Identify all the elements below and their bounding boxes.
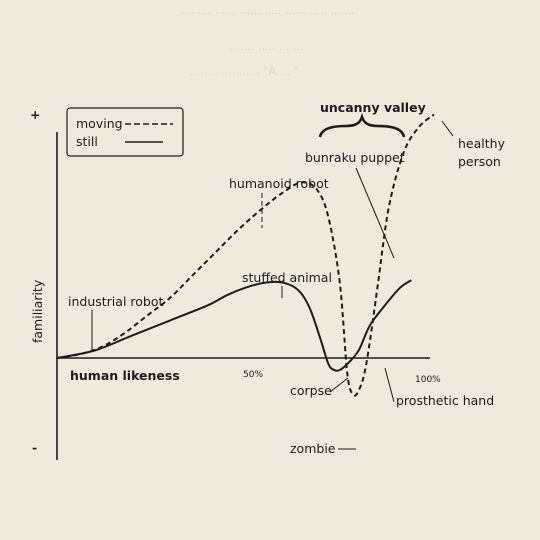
x-axis-label: human likeness	[70, 368, 180, 383]
legend-label-still: still	[76, 134, 98, 149]
data-point-moving-13	[327, 216, 330, 219]
y-tick-minus: -	[32, 440, 37, 455]
data-point-moving-19	[376, 286, 379, 289]
leader-prosthetic-hand	[384, 367, 395, 403]
data-point-moving-16	[351, 393, 354, 396]
data-point-still-19	[399, 286, 402, 289]
data-point-still-1	[93, 349, 96, 352]
data-point-moving-20	[387, 206, 390, 209]
annotation-humanoid-robot: humanoid robot	[229, 176, 329, 191]
leader-bunraku-puppet	[355, 167, 395, 259]
data-point-still-12	[327, 363, 330, 366]
annotation-healthy-line1: healthy	[458, 136, 506, 151]
annotation-uncanny-valley: uncanny valley	[320, 100, 426, 115]
data-point-moving-22	[417, 126, 420, 129]
data-point-moving-18	[365, 363, 368, 366]
data-point-moving-7	[214, 251, 217, 254]
data-point-still-5	[225, 294, 228, 297]
x-tick-100: 100%	[415, 375, 441, 385]
data-point-moving-8	[237, 229, 240, 232]
annotation-industrial-robot: industrial robot	[68, 294, 163, 309]
faint-header-1: ......... ...... ............ ...... ...…	[180, 4, 358, 17]
data-point-still-14	[338, 369, 341, 372]
legend: moving still	[66, 107, 184, 157]
data-point-moving-10	[282, 191, 285, 194]
data-point-still-3	[169, 319, 172, 322]
data-point-moving-17	[357, 389, 360, 392]
data-point-still-0	[56, 357, 59, 360]
data-point-still-13	[333, 369, 336, 372]
data-point-still-17	[368, 324, 371, 327]
data-point-still-2	[131, 334, 134, 337]
annotation-zombie: zombie	[290, 441, 336, 456]
annotation-prosthetic-hand: prosthetic hand	[396, 393, 494, 408]
data-point-moving-14	[338, 281, 341, 284]
faint-header-3: ........ ........... "A ... "	[190, 65, 299, 78]
data-point-still-15	[346, 363, 349, 366]
annotation-healthy: healthy person	[458, 136, 509, 169]
data-point-moving-6	[191, 274, 194, 277]
faint-header-2: ....... ..... ... ...	[230, 40, 303, 53]
y-axis-label: familiarity	[30, 279, 45, 343]
annotation-stuffed-animal: stuffed animal	[242, 270, 332, 285]
data-point-moving-5	[169, 296, 172, 299]
series-layer	[56, 113, 436, 397]
data-point-still-6	[244, 286, 247, 289]
data-point-still-4	[206, 304, 209, 307]
data-point-still-20	[410, 279, 413, 282]
leader-healthy-person	[441, 120, 454, 137]
y-tick-plus: +	[30, 107, 40, 122]
annotation-corpse: corpse	[290, 383, 332, 398]
data-point-still-18	[384, 304, 387, 307]
annotation-healthy-line2: person	[458, 154, 501, 169]
legend-box	[66, 107, 184, 157]
uncanny-valley-brace	[318, 112, 406, 138]
annotation-bunraku-puppet: bunraku puppet	[305, 150, 405, 165]
data-point-moving-4	[146, 314, 149, 317]
data-point-moving-3	[123, 331, 126, 334]
data-point-still-11	[319, 339, 322, 342]
data-point-still-16	[357, 349, 360, 352]
data-point-moving-23	[433, 113, 436, 116]
x-tick-50: 50%	[243, 370, 263, 380]
data-point-still-10	[308, 306, 311, 309]
leader-corpse	[329, 377, 349, 393]
data-point-still-9	[297, 289, 300, 292]
legend-label-moving: moving	[76, 116, 123, 131]
data-point-moving-15	[346, 372, 349, 375]
series-line-still	[56, 279, 412, 372]
